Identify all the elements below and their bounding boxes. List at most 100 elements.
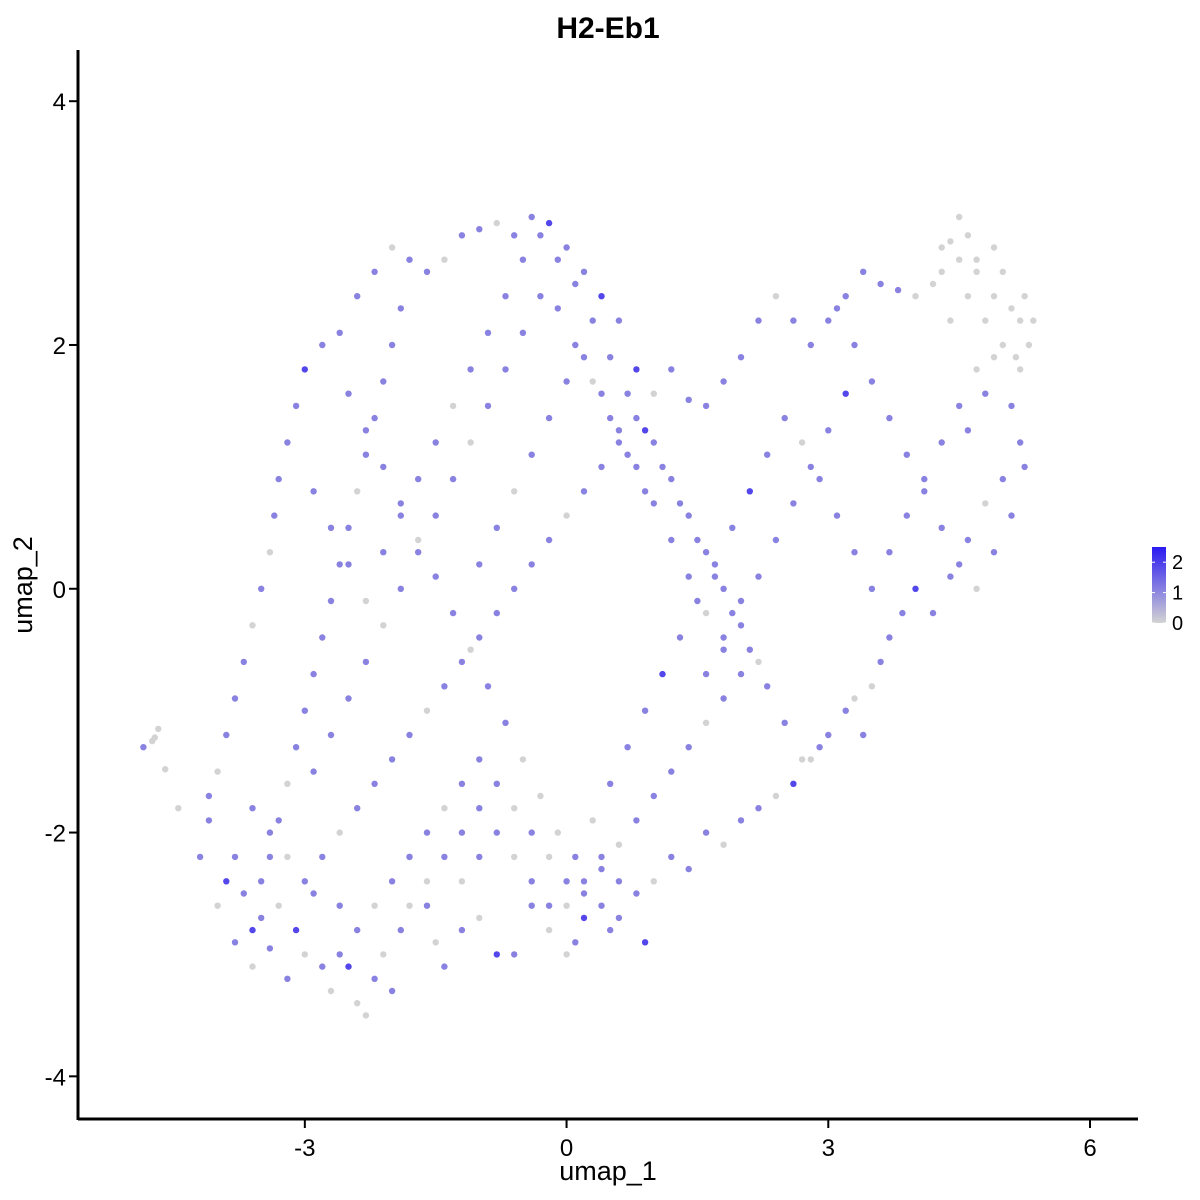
data-point	[345, 695, 352, 702]
data-point	[449, 402, 457, 410]
data-point	[650, 792, 657, 800]
data-point	[345, 561, 352, 568]
data-point	[275, 817, 282, 824]
data-point	[982, 390, 989, 397]
data-point	[650, 390, 657, 397]
data-point	[327, 597, 335, 605]
data-point	[842, 390, 849, 397]
data-point	[258, 914, 265, 922]
data-point	[301, 366, 308, 373]
data-point	[266, 549, 274, 556]
data-point	[476, 853, 483, 861]
data-point	[641, 707, 649, 714]
data-point	[380, 463, 387, 471]
data-point	[921, 488, 928, 495]
data-point	[476, 805, 483, 812]
x-tick-label: 6	[1083, 1135, 1096, 1162]
data-point	[310, 488, 317, 495]
colorbar-legend: 0 1 2	[1152, 547, 1183, 635]
data-point	[729, 524, 736, 531]
data-point	[319, 963, 326, 970]
data-point	[275, 475, 282, 483]
data-point	[545, 902, 553, 909]
data-point	[476, 634, 483, 641]
data-point	[598, 902, 605, 909]
data-point	[545, 536, 553, 544]
data-point	[432, 573, 439, 580]
data-point	[319, 341, 326, 349]
data-point	[476, 226, 483, 233]
data-point	[947, 573, 954, 580]
data-point	[388, 756, 396, 763]
data-point	[205, 792, 213, 800]
data-point	[266, 945, 274, 952]
data-point	[388, 341, 396, 349]
data-point	[327, 987, 335, 995]
data-point	[528, 902, 535, 909]
data-point	[720, 841, 727, 848]
data-point	[336, 902, 343, 909]
data-point	[668, 366, 675, 373]
x-axis-label: umap_1	[559, 1156, 657, 1186]
data-point	[711, 573, 719, 580]
points-layer	[140, 213, 1037, 1019]
data-point	[502, 293, 509, 300]
data-point	[545, 219, 553, 227]
data-point	[912, 585, 919, 592]
data-point	[807, 756, 814, 763]
data-point	[511, 805, 518, 812]
data-point	[772, 792, 780, 800]
y-tick-label: 4	[53, 89, 66, 116]
data-point	[1030, 317, 1037, 324]
data-point	[990, 354, 998, 361]
data-point	[572, 939, 579, 946]
data-point	[607, 926, 614, 934]
data-point	[423, 707, 431, 714]
data-point	[825, 731, 832, 739]
data-point	[764, 451, 771, 458]
data-point	[301, 951, 308, 958]
data-point	[240, 890, 247, 897]
data-point	[1017, 439, 1024, 446]
data-point	[231, 939, 239, 946]
data-point	[511, 232, 518, 239]
data-point	[545, 414, 553, 422]
data-point	[406, 256, 413, 263]
data-point	[868, 585, 876, 592]
data-point	[615, 878, 623, 885]
data-point	[354, 488, 361, 495]
data-point	[833, 512, 841, 519]
data-point	[354, 805, 361, 812]
data-point	[598, 865, 605, 873]
data-point	[990, 244, 998, 251]
data-point	[458, 658, 466, 666]
data-point	[397, 500, 404, 507]
data-point	[1008, 305, 1015, 312]
data-point	[162, 766, 169, 773]
data-point	[336, 561, 343, 568]
data-point	[868, 683, 876, 690]
data-point	[467, 646, 474, 653]
data-point	[729, 609, 736, 617]
data-point	[140, 744, 147, 751]
data-point	[563, 902, 570, 909]
data-point	[563, 244, 570, 251]
data-point	[903, 512, 910, 519]
data-point	[973, 366, 980, 373]
data-point	[1008, 512, 1015, 519]
data-point	[929, 280, 937, 288]
data-point	[755, 805, 762, 812]
data-point	[685, 396, 692, 403]
data-point	[990, 549, 998, 556]
data-point	[397, 585, 404, 592]
data-point	[406, 731, 413, 739]
y-tick-label: -4	[45, 1064, 66, 1091]
data-point	[406, 853, 413, 861]
data-point	[563, 378, 570, 385]
data-point	[151, 734, 158, 741]
data-point	[362, 1012, 370, 1019]
colorbar-tick-label: 0	[1172, 613, 1183, 635]
data-point	[554, 829, 561, 836]
data-point	[467, 439, 474, 446]
data-point	[702, 402, 710, 410]
